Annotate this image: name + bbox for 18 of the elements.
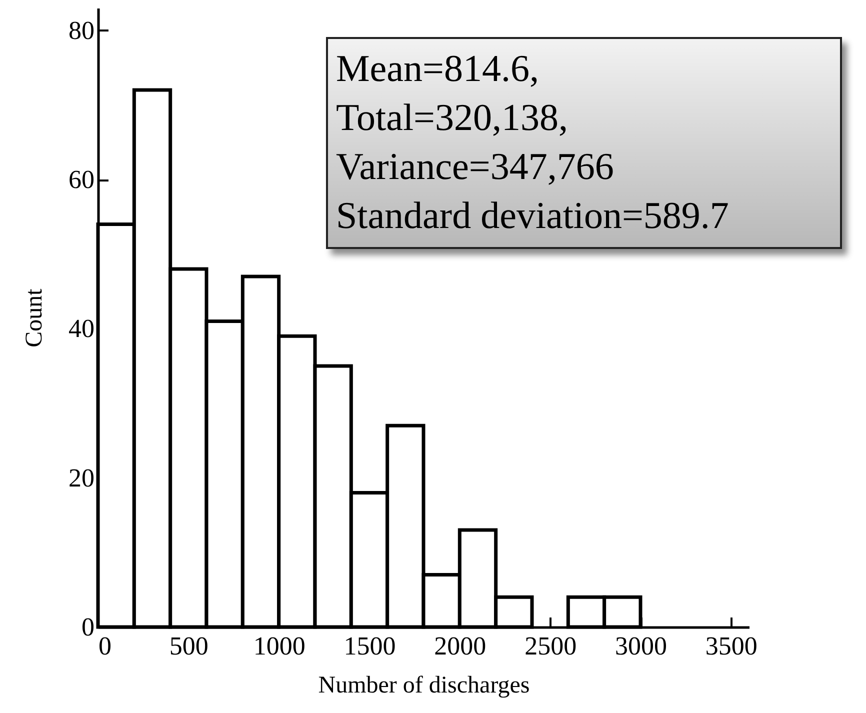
y-axis-title: Count — [22, 288, 48, 348]
x-tick-label: 1500 — [344, 632, 396, 660]
annotation: Mean=814.6, — [336, 47, 540, 92]
y-tick-label: 40 — [68, 314, 94, 344]
x-tick-label: 500 — [169, 632, 208, 660]
annotation: Variance=347,766 — [336, 145, 615, 190]
x-tick-label: 3500 — [705, 632, 758, 660]
y-tick-label: 80 — [68, 16, 94, 45]
x-tick-label: 1000 — [253, 632, 306, 660]
x-tick-label: 3000 — [615, 632, 667, 660]
annotation: Total=320,138, — [336, 96, 569, 141]
y-tick-label: 60 — [68, 165, 94, 194]
annotation: Standard deviation=589.7 — [336, 194, 730, 239]
x-tick-label: 2000 — [434, 632, 486, 660]
y-tick-label: 20 — [68, 463, 94, 492]
y-tick-label: 0 — [82, 612, 94, 642]
x-tick-label: 2500 — [524, 632, 577, 660]
x-axis-title: Number of discharges — [318, 672, 530, 698]
